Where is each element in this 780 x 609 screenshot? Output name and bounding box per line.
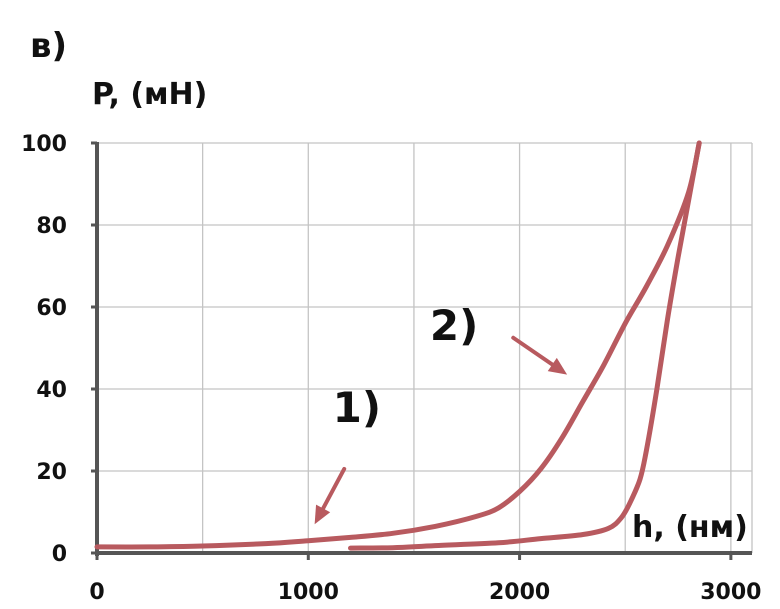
y-tick-label: 40 [36,378,67,403]
y-tick-label: 80 [36,214,67,239]
series-layer [94,140,702,551]
annotation-layer: 1) 2) [314,301,568,525]
annotation-arrowhead-1 [314,504,331,525]
y-tick-label: 100 [21,132,67,157]
unloading-curve [348,140,702,551]
x-tick-label: 0 [89,580,104,605]
y-tick-label: 0 [52,542,67,567]
y-tick-label: 20 [36,460,67,485]
annotation-label-1: 1) [333,383,381,432]
x-tick-label: 3000 [700,580,761,605]
annotation-arrow-2 [511,335,555,367]
x-tick-label: 2000 [489,580,550,605]
annotation-arrowhead-2 [547,357,568,375]
loading-curve [94,140,702,550]
annotation-arrow-1 [321,466,347,511]
annotation-label-2: 2) [430,301,478,350]
panel-label: в) [30,26,67,66]
x-axis-label: h, (нм) [632,510,748,545]
x-tick-label: 1000 [278,580,339,605]
y-axis-label: P, (мН) [92,77,207,112]
y-tick-label: 60 [36,296,67,321]
grid [97,142,753,553]
